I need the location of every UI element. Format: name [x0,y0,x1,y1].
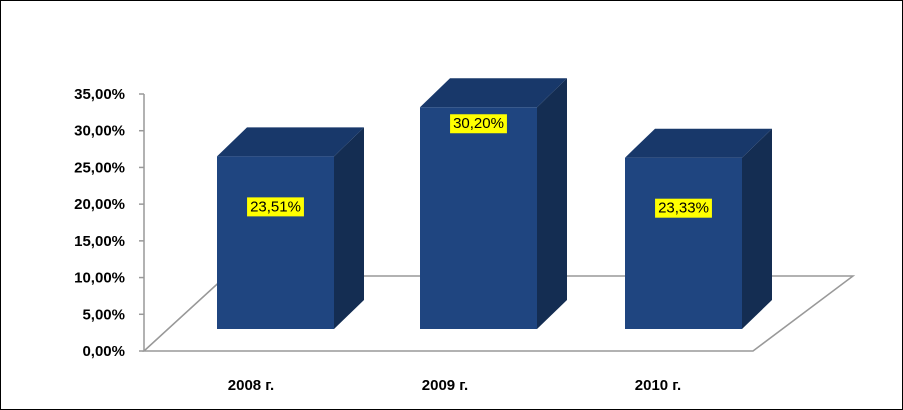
data-label: 23,33% [655,198,712,218]
bar-2008 [217,127,364,329]
data-label-text: 23,51% [250,198,301,215]
x-category-label: 2009 г. [422,377,468,394]
bar-side-face [742,128,772,329]
bar-front-face [217,156,334,329]
data-label-bg [655,198,712,218]
x-category-label: 2010 г. [635,377,681,394]
data-label: 23,51% [247,197,304,217]
bar-top-face [625,128,772,158]
floor-left-edge [143,275,227,352]
data-label: 30,20% [450,114,507,134]
bar-side-face [334,127,364,329]
bar-top-face [420,78,567,108]
data-label-bg [247,197,304,217]
data-label-text: 30,20% [453,115,504,132]
bar-2010 [625,128,772,329]
y-tick-label: 10,00% [74,270,125,287]
y-tick-label: 30,00% [74,123,125,140]
bar-side-face [537,78,567,329]
bar-front-face [420,107,537,329]
bar-top-face [217,127,364,157]
y-tick-label: 25,00% [74,159,125,176]
y-tick-label: 35,00% [74,86,125,103]
y-tick-label: 15,00% [74,233,125,250]
y-tick-label: 0,00% [82,343,125,360]
y-tick-label: 5,00% [82,306,125,323]
bar-front-face [625,157,742,329]
y-tick-label: 20,00% [74,196,125,213]
data-label-bg [450,114,507,134]
data-label-text: 23,33% [658,200,709,217]
bar-2009 [420,78,567,329]
x-category-label: 2008 г. [228,377,274,394]
